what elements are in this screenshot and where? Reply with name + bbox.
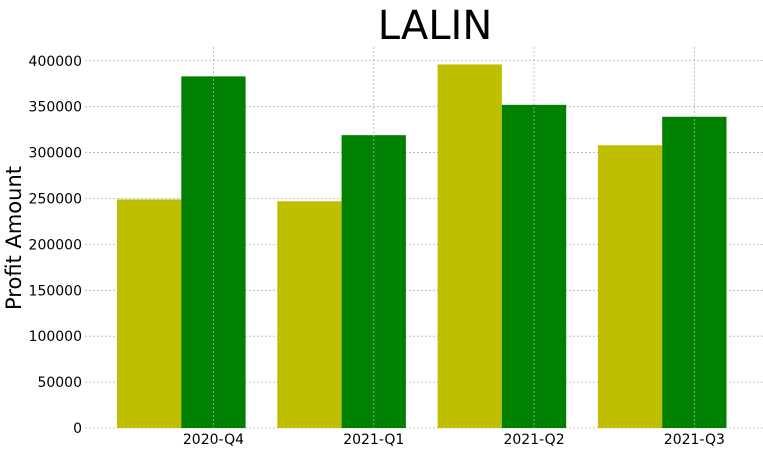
- bar: [501, 104, 567, 428]
- y-tick-label: 50000: [37, 375, 82, 391]
- chart-title: LALIN: [378, 3, 493, 49]
- y-tick-label: 200000: [29, 237, 82, 253]
- y-axis-label: Profit Amount: [2, 166, 26, 310]
- bars: [117, 64, 727, 429]
- y-tick-label: 100000: [29, 329, 82, 345]
- y-tick-label: 0: [73, 421, 82, 437]
- bar: [277, 201, 342, 428]
- y-tick-label: 400000: [29, 54, 82, 70]
- x-tick-label: 2021-Q3: [664, 432, 725, 448]
- bar: [437, 64, 502, 429]
- y-tick-label: 350000: [29, 100, 82, 116]
- y-tick-label: 250000: [29, 191, 82, 207]
- x-tick-label: 2021-Q1: [343, 432, 404, 448]
- x-tick-label: 2021-Q2: [503, 432, 564, 448]
- bar: [597, 145, 663, 428]
- x-tick-label: 2020-Q4: [183, 432, 244, 448]
- ticks: 0 50000 100000 150000 200000 250000 300000 3500…: [29, 47, 725, 448]
- bar: [117, 199, 182, 428]
- y-tick-label: 300000: [29, 146, 82, 162]
- y-tick-label: 150000: [29, 283, 82, 299]
